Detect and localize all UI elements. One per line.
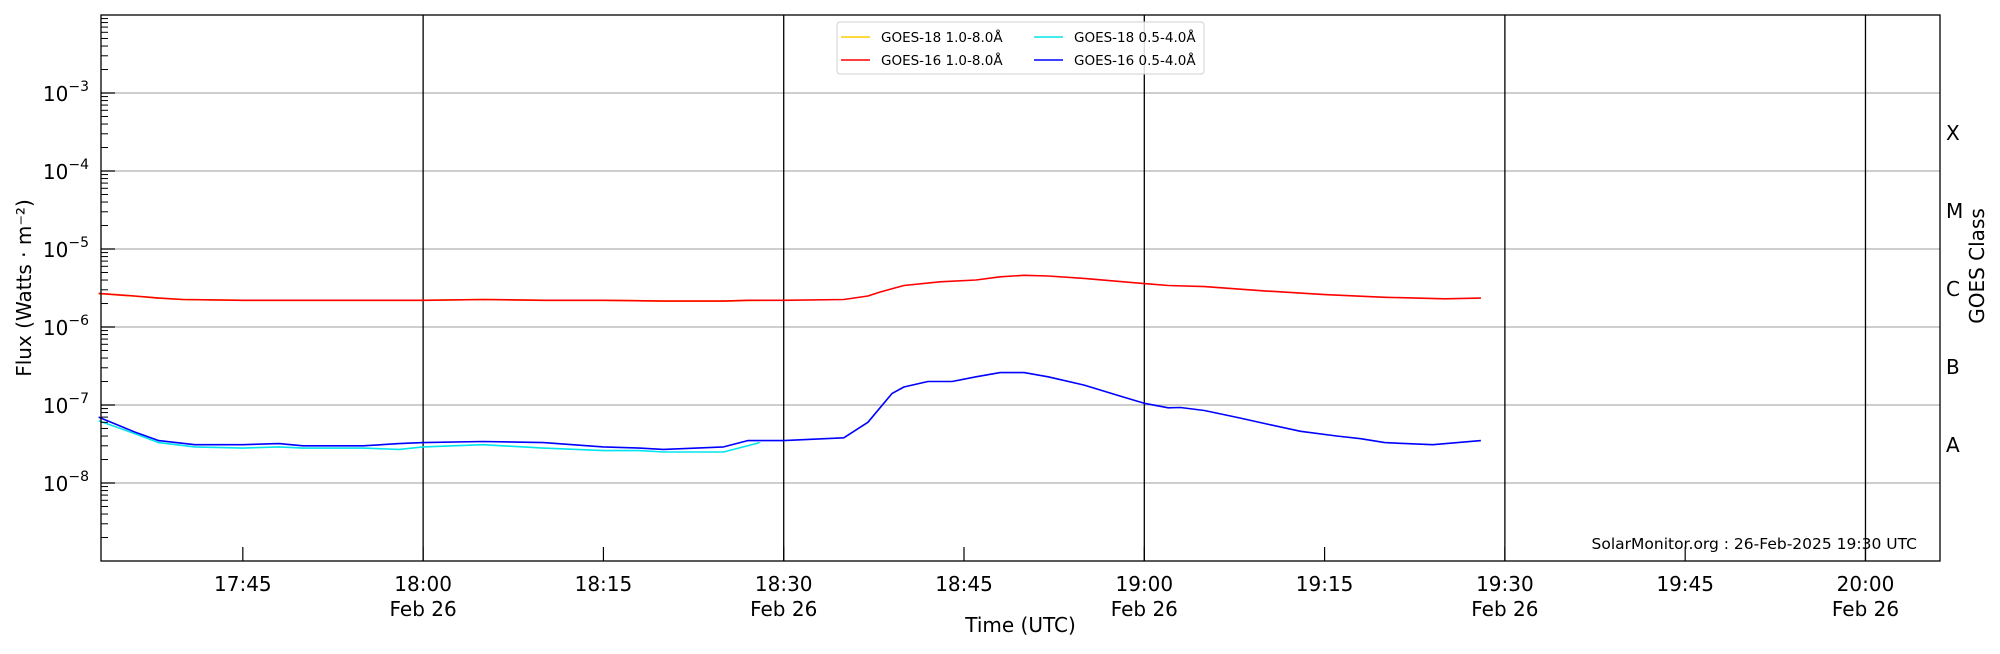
series-line-goes-16-1-0-8-0- <box>98 274 1481 302</box>
y-tick-base: 10 <box>43 472 68 496</box>
y-tick-base: 10 <box>43 316 68 340</box>
x-tick-date-label: Feb 26 <box>1832 597 1899 621</box>
legend-label: GOES-16 0.5-4.0Å <box>1074 52 1196 69</box>
series-line-goes-16-0-5-4-0- <box>98 371 1481 451</box>
y-axis-right-label: GOES Class <box>1965 208 1989 324</box>
x-tick-label: 19:30 <box>1476 572 1534 596</box>
x-tick-date-label: Feb 26 <box>390 597 457 621</box>
plot-frame <box>100 14 1941 562</box>
y-tick-base: 10 <box>43 82 68 106</box>
x-tick-label: 19:45 <box>1656 572 1714 596</box>
y-tick-label: 10−3 <box>43 79 89 106</box>
x-tick-date-label: Feb 26 <box>750 597 817 621</box>
y-axis-label: Flux (Watts · m⁻²) <box>12 199 36 377</box>
x-tick-date-label: Feb 26 <box>1111 597 1178 621</box>
legend-label: GOES-16 1.0-8.0Å <box>881 52 1003 69</box>
legend-box <box>836 21 1205 75</box>
x-tick-label: 19:00 <box>1115 572 1173 596</box>
grid <box>101 15 1940 561</box>
goes-class-label: C <box>1946 277 1960 301</box>
legend-label: GOES-18 0.5-4.0Å <box>1074 29 1196 46</box>
x-tick-label: 18:00 <box>394 572 452 596</box>
y-tick-label: 10−8 <box>43 469 89 496</box>
x-tick-label: 20:00 <box>1837 572 1895 596</box>
y-tick-exponent: −8 <box>68 469 89 485</box>
x-tick-label: 17:45 <box>214 572 272 596</box>
legend: GOES-18 1.0-8.0Å GOES-16 1.0-8.0Å GOES-18 … <box>836 21 1205 75</box>
source-annotation: SolarMonitor.org : 26-Feb-2025 19:30 UTC <box>1592 535 1917 553</box>
y-tick-label: 10−6 <box>43 313 89 340</box>
goes-class-label: B <box>1946 355 1960 379</box>
x-tick-label: 18:15 <box>575 572 633 596</box>
legend-label: GOES-18 1.0-8.0Å <box>881 29 1003 46</box>
x-tick-label: 18:30 <box>755 572 813 596</box>
y-tick-exponent: −5 <box>68 235 89 251</box>
x-tick-label: 18:45 <box>935 572 993 596</box>
y-tick-exponent: −7 <box>68 391 89 407</box>
x-tick-date-label: Feb 26 <box>1471 597 1538 621</box>
y-tick-label: 10−5 <box>43 235 89 262</box>
x-axis-label: Time (UTC) <box>964 613 1076 637</box>
y-tick-label: 10−7 <box>43 391 89 418</box>
goes-class-label: M <box>1946 199 1963 223</box>
y-tick-base: 10 <box>43 394 68 418</box>
y-tick-label: 10−4 <box>43 157 89 184</box>
y-tick-base: 10 <box>43 238 68 262</box>
goes-class-label: X <box>1946 121 1960 145</box>
y-tick-base: 10 <box>43 160 68 184</box>
y-tick-exponent: −3 <box>68 79 89 95</box>
x-tick-label: 19:15 <box>1296 572 1354 596</box>
y-tick-exponent: −6 <box>68 313 89 329</box>
series-line-goes-18-0-5-4-0- <box>98 419 760 453</box>
y-tick-exponent: −4 <box>68 157 89 173</box>
series-lines <box>98 274 1481 453</box>
goes-class-label: A <box>1946 433 1960 457</box>
